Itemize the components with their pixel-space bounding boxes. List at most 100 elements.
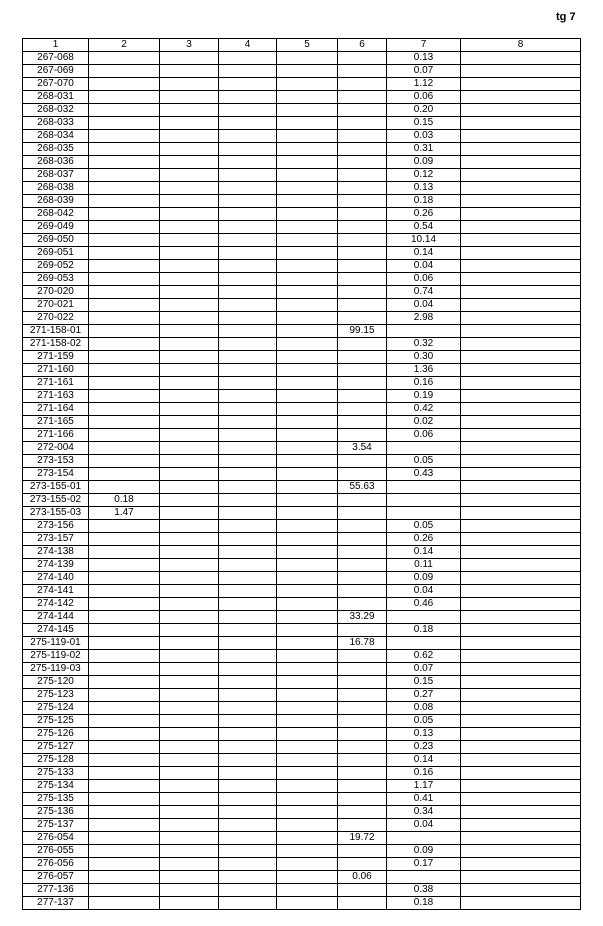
value-cell <box>88 766 160 780</box>
value-cell <box>218 636 277 650</box>
row-id-cell: 276-054 <box>22 831 89 845</box>
value-cell <box>218 467 277 481</box>
value-cell <box>88 415 160 429</box>
value-cell: 0.13 <box>386 181 461 195</box>
table-row: 267-068 0.13 <box>22 51 581 65</box>
row-id-cell: 273-155-01 <box>22 480 89 494</box>
value-cell <box>159 441 219 455</box>
value-cell <box>88 558 160 572</box>
value-cell <box>218 311 277 325</box>
value-cell <box>218 415 277 429</box>
value-cell <box>88 324 160 338</box>
value-cell <box>159 610 219 624</box>
value-cell <box>218 740 277 754</box>
value-cell <box>460 376 581 390</box>
value-cell <box>88 207 160 221</box>
value-cell <box>276 597 338 611</box>
table-row: 275-136 0.34 <box>22 805 581 819</box>
value-cell: 0.18 <box>386 896 461 910</box>
value-cell <box>159 402 219 416</box>
value-cell: 0.15 <box>386 116 461 130</box>
value-cell <box>218 246 277 260</box>
table-row: 273-155-02 0.18 <box>22 493 581 507</box>
value-cell <box>276 155 338 169</box>
value-cell <box>337 363 387 377</box>
value-cell <box>159 389 219 403</box>
value-cell <box>88 389 160 403</box>
value-cell <box>460 662 581 676</box>
value-cell: 0.05 <box>386 454 461 468</box>
value-cell <box>276 441 338 455</box>
value-cell <box>159 493 219 507</box>
table-row: 275-119-03 0.07 <box>22 662 581 676</box>
value-cell: 0.06 <box>386 428 461 442</box>
value-cell: 0.23 <box>386 740 461 754</box>
value-cell: 0.13 <box>386 727 461 741</box>
value-cell <box>218 857 277 871</box>
value-cell <box>386 870 461 884</box>
value-cell <box>337 389 387 403</box>
value-cell <box>88 870 160 884</box>
value-cell <box>159 662 219 676</box>
value-cell <box>218 116 277 130</box>
value-cell <box>276 805 338 819</box>
table-row: 273-153 0.05 <box>22 454 581 468</box>
row-id-cell: 273-156 <box>22 519 89 533</box>
value-cell: 0.13 <box>386 51 461 65</box>
row-id-cell: 277-137 <box>22 896 89 910</box>
value-cell <box>88 714 160 728</box>
value-cell <box>159 883 219 897</box>
value-cell <box>88 311 160 325</box>
value-cell: 55.63 <box>337 480 387 494</box>
table-row: 271-158-02 0.32 <box>22 337 581 351</box>
value-cell <box>276 571 338 585</box>
value-cell <box>88 532 160 546</box>
value-cell <box>276 662 338 676</box>
value-cell <box>88 259 160 273</box>
value-cell <box>159 636 219 650</box>
value-cell <box>159 727 219 741</box>
value-cell <box>276 714 338 728</box>
row-id-cell: 275-119-01 <box>22 636 89 650</box>
table-row: 268-031 0.06 <box>22 90 581 104</box>
value-cell <box>276 402 338 416</box>
value-cell: 0.62 <box>386 649 461 663</box>
value-cell <box>218 64 277 78</box>
row-id-cell: 268-034 <box>22 129 89 143</box>
value-cell <box>276 259 338 273</box>
value-cell <box>276 51 338 65</box>
row-id-cell: 271-160 <box>22 363 89 377</box>
value-cell <box>88 597 160 611</box>
table-row: 268-038 0.13 <box>22 181 581 195</box>
value-cell: 0.09 <box>386 155 461 169</box>
table-row: 268-036 0.09 <box>22 155 581 169</box>
value-cell <box>337 454 387 468</box>
row-id-cell: 268-036 <box>22 155 89 169</box>
table-row: 273-154 0.43 <box>22 467 581 481</box>
value-cell: 0.04 <box>386 584 461 598</box>
value-cell: 0.34 <box>386 805 461 819</box>
table-row: 271-163 0.19 <box>22 389 581 403</box>
value-cell <box>460 402 581 416</box>
value-cell <box>460 233 581 247</box>
value-cell: 0.07 <box>386 662 461 676</box>
value-cell <box>88 194 160 208</box>
value-cell <box>218 662 277 676</box>
value-cell <box>159 129 219 143</box>
value-cell <box>218 896 277 910</box>
value-cell <box>88 155 160 169</box>
value-cell <box>276 129 338 143</box>
value-cell <box>337 571 387 585</box>
value-cell <box>276 116 338 130</box>
value-cell: 0.15 <box>386 675 461 689</box>
value-cell <box>337 714 387 728</box>
value-cell <box>276 493 338 507</box>
row-id-cell: 268-039 <box>22 194 89 208</box>
value-cell <box>337 155 387 169</box>
value-cell <box>276 584 338 598</box>
value-cell <box>218 597 277 611</box>
value-cell <box>88 610 160 624</box>
value-cell: 0.06 <box>386 90 461 104</box>
value-cell <box>88 753 160 767</box>
